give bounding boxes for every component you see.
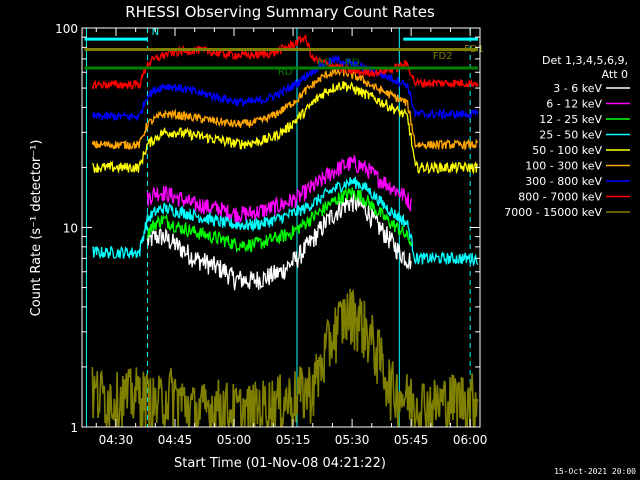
y-axis: 1 10 100 [55,22,480,435]
series-line-7 [91,54,479,122]
plot-content [84,28,479,427]
chart-title: RHESSI Observing Summary Count Rates [125,3,435,21]
series-line-9 [91,288,479,427]
series-line-8 [91,34,479,90]
legend-label-8: 800 - 7000 keV [518,191,602,204]
detector-info-0: Det 1,3,4,5,6,9, [542,54,628,67]
series-line-2 [146,153,412,224]
annotation-label-0: N [152,27,159,38]
detector-info-1: Att 0 [602,68,628,81]
annotation-label-3: RD [278,67,293,78]
y-axis-label: Count Rate (s⁻¹ detector⁻¹) [29,140,44,317]
y-tick-label-1: 10 [63,222,78,236]
legend: Det 1,3,4,5,6,9,Att 03 - 6 keV 6 - 12 keV… [504,54,630,219]
annotation-label-2: FD2 [433,51,453,62]
legend-label-6: 100 - 300 keV [525,160,602,173]
x-tick-label-1: 04:45 [158,433,193,447]
series-line-1 [146,192,412,291]
series-line-6 [91,66,479,151]
x-tick-label-3: 05:15 [276,433,311,447]
legend-label-4: 25 - 50 keV [539,129,602,142]
legend-label-1: 3 - 6 keV [553,82,602,95]
x-tick-label-0: 04:30 [99,433,134,447]
x-tick-label-4: 05:30 [335,433,370,447]
x-axis-label: Start Time (01-Nov-08 04:21:22) [174,456,386,471]
annotation-label-4: RD [317,57,332,68]
series-line-3 [146,186,412,254]
annotation-label-5: RD [345,57,360,68]
date-stamp: 15-Oct-2021 20:00 [554,467,636,476]
x-tick-label-6: 06:00 [453,433,488,447]
series-line-4 [91,176,479,267]
annotation-label-1: FD1 [464,44,484,55]
legend-label-5: 50 - 100 keV [532,144,602,157]
plot-area: N FD1 FD2 RD RD RD [84,27,484,427]
legend-label-7: 300 - 800 keV [525,175,602,188]
x-tick-label-5: 05:45 [394,433,429,447]
y-tick-label-2: 100 [55,22,78,36]
legend-label-9: 7000 - 15000 keV [504,206,602,219]
x-tick-label-2: 05:00 [217,433,252,447]
legend-label-2: 6 - 12 keV [546,98,602,111]
legend-label-3: 12 - 25 keV [539,113,602,126]
series-line-5 [91,81,479,175]
x-axis: 04:30 04:45 05:00 05:15 05:30 05:45 06:00 [95,28,488,447]
y-tick-label-0: 1 [70,421,78,435]
